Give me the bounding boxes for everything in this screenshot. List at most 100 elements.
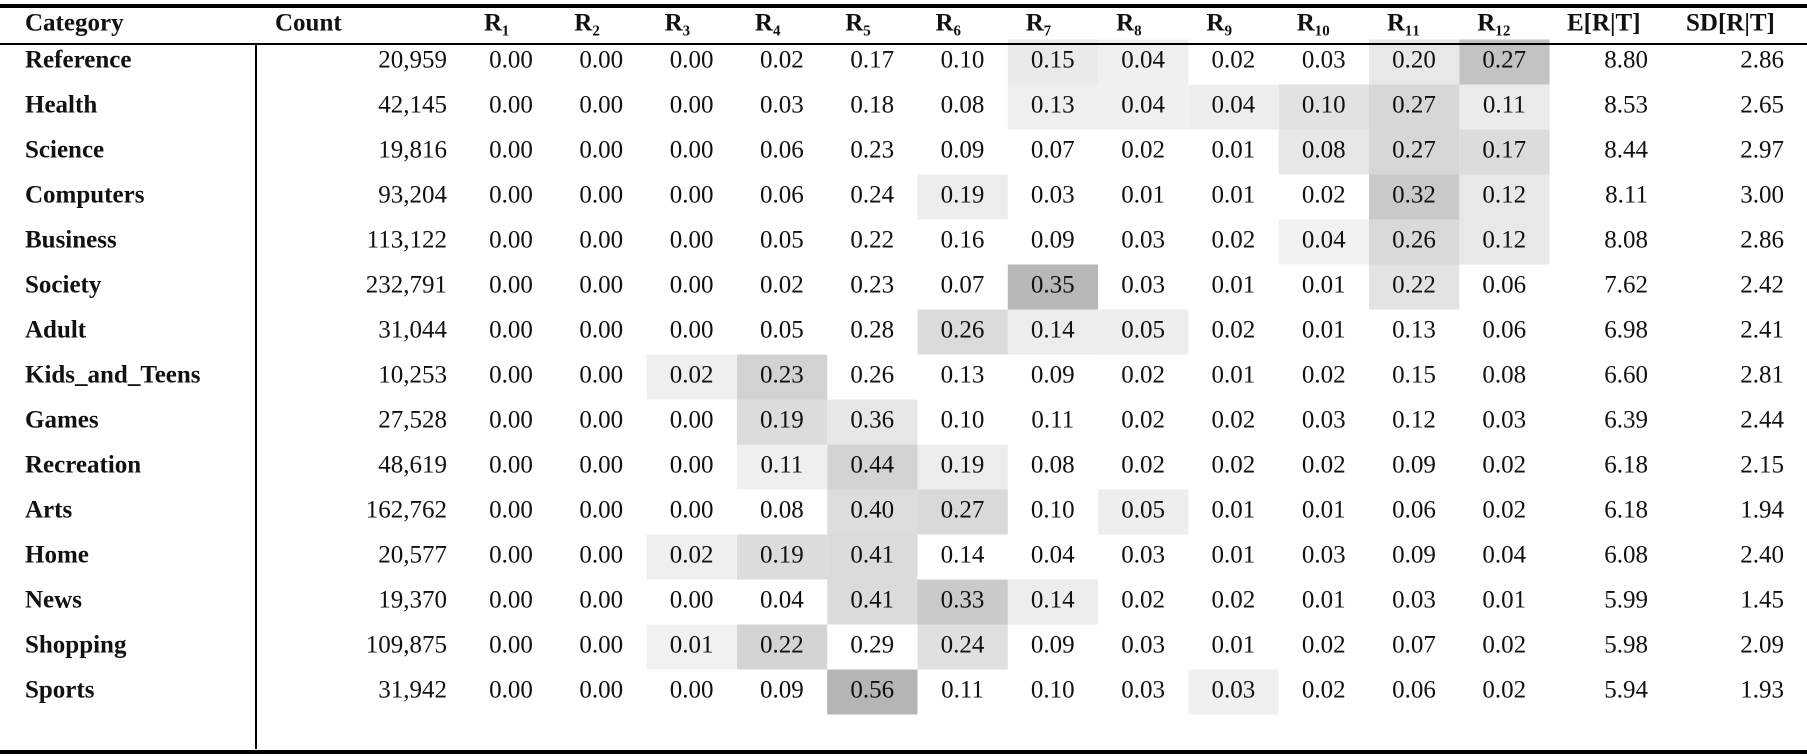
value-cell: 0.12 — [1482, 227, 1526, 254]
value-cell: 0.01 — [1302, 497, 1346, 524]
value-cell: 0.00 — [489, 677, 533, 704]
count-cell: 27,528 — [378, 407, 447, 434]
value-cell: 0.24 — [941, 632, 985, 659]
count-cell: 48,619 — [378, 452, 447, 479]
value-cell: 0.01 — [1212, 497, 1256, 524]
sd-cell: 2.86 — [1740, 47, 1784, 74]
count-cell: 93,204 — [378, 182, 447, 209]
value-cell: 0.14 — [1031, 587, 1075, 614]
value-cell: 0.00 — [579, 92, 623, 119]
value-cell: 0.00 — [670, 317, 714, 344]
value-cell: 0.03 — [760, 92, 804, 119]
value-cell: 0.01 — [1212, 272, 1256, 299]
category-name: Science — [25, 137, 104, 164]
value-cell: 0.03 — [1121, 542, 1165, 569]
value-cell: 0.00 — [579, 407, 623, 434]
value-cell: 0.00 — [579, 272, 623, 299]
cell-shade — [1459, 174, 1550, 220]
value-cell: 0.01 — [1302, 587, 1346, 614]
cell-shade — [1188, 84, 1279, 130]
value-cell: 0.06 — [1392, 497, 1436, 524]
value-cell: 0.03 — [1392, 587, 1436, 614]
value-cell: 0.26 — [850, 362, 894, 389]
value-cell: 0.02 — [1212, 47, 1256, 74]
sd-cell: 2.65 — [1740, 92, 1784, 119]
value-cell: 0.06 — [1482, 317, 1526, 344]
value-cell: 0.00 — [579, 47, 623, 74]
value-cell: 0.01 — [670, 632, 714, 659]
value-cell: 0.22 — [1392, 272, 1436, 299]
value-cell: 0.28 — [850, 317, 894, 344]
value-cell: 0.08 — [1482, 362, 1526, 389]
sd-cell: 2.81 — [1740, 362, 1784, 389]
category-name: Adult — [25, 317, 87, 344]
value-cell: 0.02 — [1302, 452, 1346, 479]
value-cell: 0.02 — [1212, 587, 1256, 614]
mean-cell: 8.11 — [1605, 182, 1648, 209]
category-name: Shopping — [25, 632, 127, 659]
count-cell: 10,253 — [378, 362, 447, 389]
value-cell: 0.26 — [1392, 227, 1436, 254]
value-cell: 0.23 — [760, 362, 804, 389]
value-cell: 0.04 — [1121, 47, 1165, 74]
value-cell: 0.00 — [670, 227, 714, 254]
cell-shade — [1007, 84, 1099, 130]
value-cell: 0.00 — [579, 632, 623, 659]
category-name: Reference — [25, 47, 131, 74]
value-cell: 0.00 — [489, 317, 533, 344]
cell-shade — [1369, 219, 1460, 265]
value-cell: 0.06 — [1482, 272, 1526, 299]
value-cell: 0.01 — [1482, 587, 1526, 614]
value-cell: 0.08 — [1031, 452, 1075, 479]
value-cell: 0.00 — [489, 362, 533, 389]
value-cell: 0.03 — [1302, 407, 1346, 434]
mean-cell: 6.60 — [1604, 362, 1648, 389]
count-cell: 31,044 — [378, 317, 447, 344]
value-cell: 0.00 — [579, 452, 623, 479]
value-cell: 0.22 — [850, 227, 894, 254]
cell-shade — [1369, 129, 1460, 175]
count-cell: 232,791 — [366, 272, 447, 299]
cell-shade — [646, 534, 737, 580]
mean-cell: 8.53 — [1604, 92, 1648, 119]
cell-shade — [1098, 309, 1189, 355]
value-cell: 0.11 — [1483, 92, 1526, 119]
value-cell: 0.00 — [489, 587, 533, 614]
value-cell: 0.02 — [1212, 227, 1256, 254]
value-cell: 0.00 — [579, 677, 623, 704]
value-cell: 0.00 — [670, 587, 714, 614]
cell-shade — [827, 669, 918, 715]
sd-cell: 1.94 — [1740, 497, 1784, 524]
mean-cell: 6.08 — [1604, 542, 1648, 569]
cell-shade — [1007, 309, 1099, 355]
header-cell: R₃ — [665, 10, 691, 37]
mean-cell: 5.99 — [1604, 587, 1648, 614]
value-cell: 0.56 — [850, 677, 894, 704]
category-name: Games — [25, 407, 99, 434]
value-cell: 0.06 — [760, 182, 804, 209]
value-cell: 0.16 — [941, 227, 985, 254]
category-name: Home — [25, 542, 89, 569]
mean-cell: 6.98 — [1604, 317, 1648, 344]
value-cell: 0.10 — [1302, 92, 1346, 119]
value-cell: 0.04 — [1302, 227, 1346, 254]
cell-shade — [1007, 39, 1099, 85]
value-cell: 0.06 — [760, 137, 804, 164]
header-cell: Category — [25, 10, 124, 37]
value-cell: 0.17 — [850, 47, 894, 74]
value-cell: 0.09 — [1031, 632, 1075, 659]
header-cell: R₁₀ — [1297, 10, 1330, 37]
value-cell: 0.11 — [1031, 407, 1074, 434]
value-cell: 0.10 — [1031, 677, 1075, 704]
header-cell: R₈ — [1116, 10, 1142, 37]
mean-cell: 7.62 — [1604, 272, 1648, 299]
value-cell: 0.01 — [1121, 182, 1165, 209]
value-cell: 0.02 — [1121, 587, 1165, 614]
cell-shade — [827, 579, 918, 625]
value-cell: 0.03 — [1302, 47, 1346, 74]
value-cell: 0.00 — [670, 497, 714, 524]
value-cell: 0.29 — [850, 632, 894, 659]
value-cell: 0.18 — [850, 92, 894, 119]
mean-cell: 6.18 — [1604, 497, 1648, 524]
